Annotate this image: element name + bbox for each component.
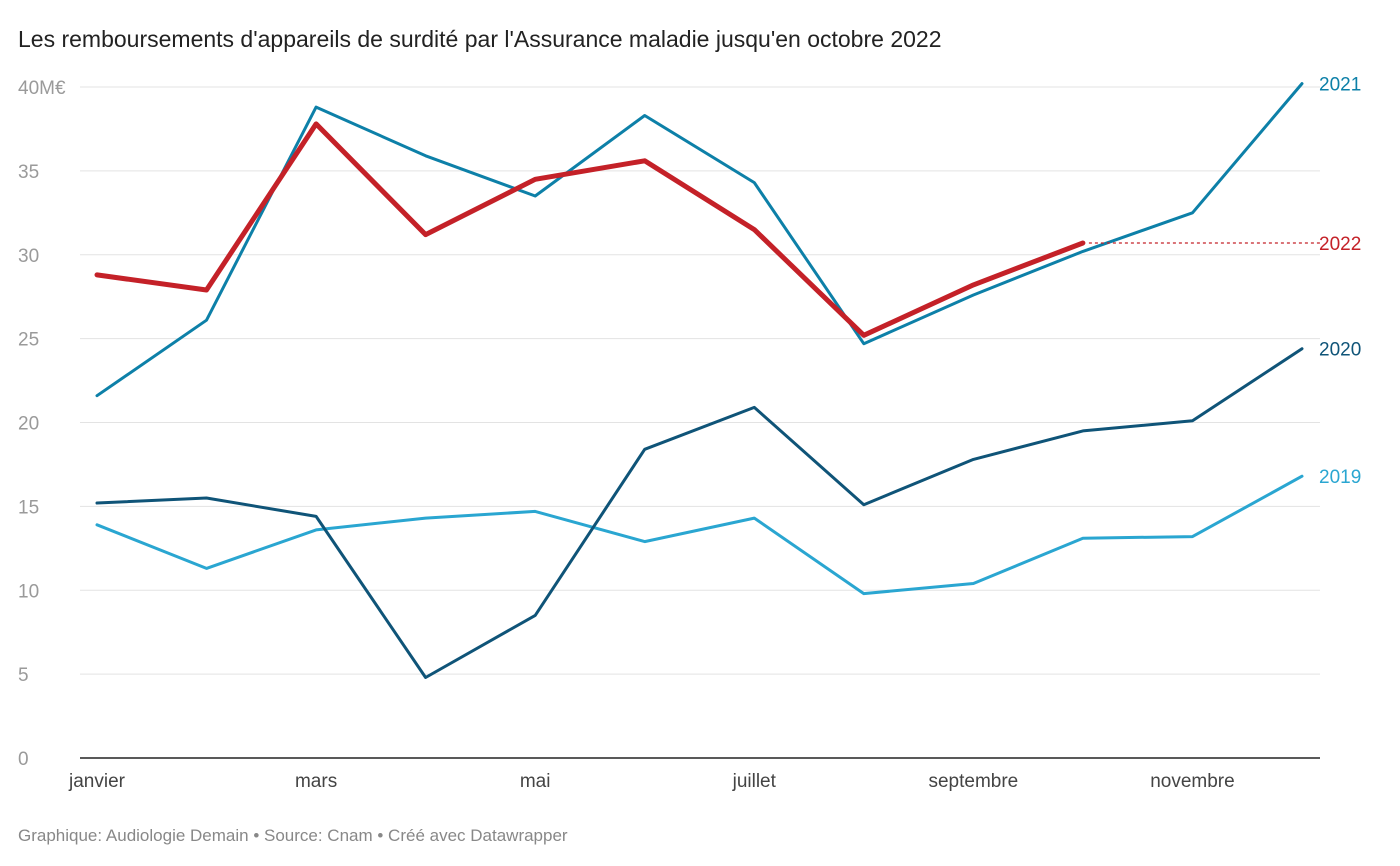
y-tick-label: 25: [18, 330, 39, 351]
y-tick-label: 10: [18, 581, 39, 602]
series-label-2022: 2022: [1319, 234, 1361, 255]
series-label-2020: 2020: [1319, 340, 1361, 361]
chart-footer: Graphique: Audiologie Demain • Source: C…: [18, 826, 568, 845]
y-tick-label: 15: [18, 497, 39, 518]
y-tick-label: 35: [18, 162, 39, 183]
y-tick-label: 30: [18, 246, 39, 267]
series-labels: 2019 2020 2021 2022: [1319, 75, 1361, 489]
series-label-2021: 2021: [1319, 75, 1361, 96]
series-line-2021: [95, 82, 1304, 398]
series-line-2020: [95, 347, 1304, 679]
y-axis-ticks: 0 5 10 15 20 25 30 35 40M€: [18, 78, 66, 770]
grid-lines: [80, 86, 1320, 759]
series-lines: [94, 82, 1320, 679]
x-tick-label: septembre: [928, 771, 1018, 792]
x-tick-label: mai: [520, 771, 551, 792]
line-chart: 0 5 10 15 20 25 30 35 40M€ janvier mars mai juillet…: [18, 75, 1361, 792]
series-line-2022: [94, 121, 1086, 338]
x-tick-label: janvier: [68, 771, 126, 792]
y-tick-label: 0: [18, 749, 29, 770]
y-tick-label: 5: [18, 665, 29, 686]
chart-title: Les remboursements d'appareils de surdit…: [18, 26, 942, 52]
series-line-2019: [95, 474, 1304, 596]
x-axis-ticks: janvier mars mai juillet septembre novembre: [68, 771, 1235, 792]
series-label-2019: 2019: [1319, 467, 1361, 488]
x-tick-label: novembre: [1150, 771, 1235, 792]
x-tick-label: juillet: [732, 771, 777, 792]
x-tick-label: mars: [295, 771, 337, 792]
y-tick-label: 20: [18, 414, 39, 435]
y-tick-label: 40M€: [18, 78, 66, 99]
